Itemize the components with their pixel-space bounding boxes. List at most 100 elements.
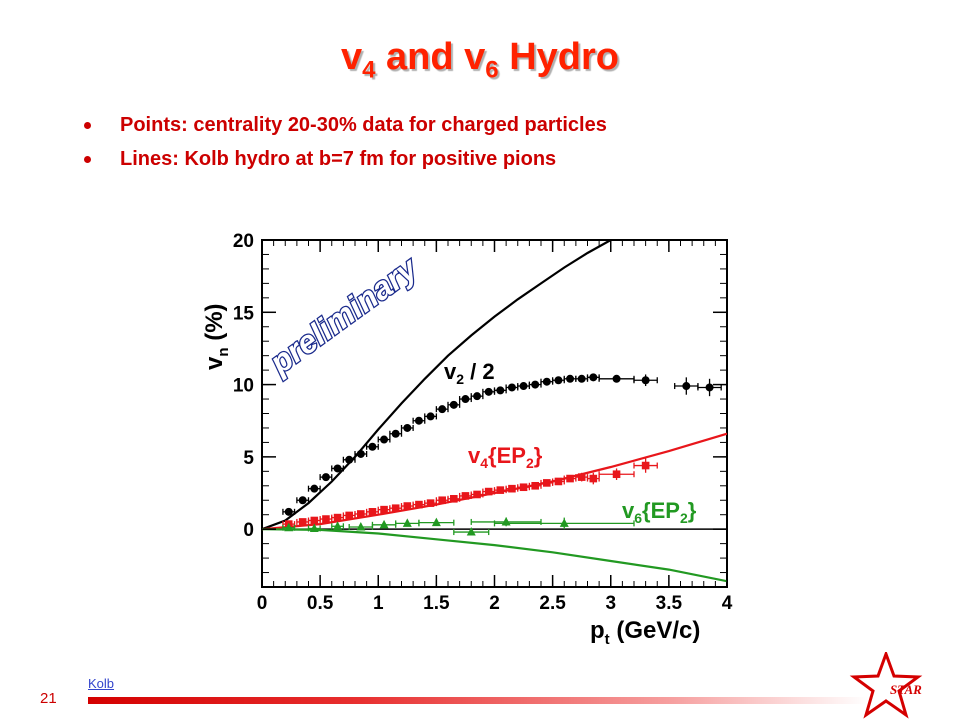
x-tick-label: 3.5 [656, 593, 683, 614]
data-point [554, 376, 563, 385]
data-point [519, 483, 528, 492]
data-point [403, 502, 412, 510]
data-point [559, 518, 569, 527]
hydro-curves [262, 240, 727, 583]
data-point [589, 373, 598, 382]
data-point [507, 383, 516, 392]
data-point [612, 470, 621, 479]
data-point [391, 429, 400, 438]
data-point [333, 513, 342, 522]
data-point [577, 473, 586, 481]
data-point [577, 374, 586, 383]
data-point [501, 516, 511, 526]
data-point [705, 383, 714, 392]
data-point [368, 508, 377, 516]
page-number: 21 [40, 690, 57, 707]
slide-title: v4 and v6 Hydro [0, 36, 960, 85]
data-point [589, 474, 598, 483]
data-point [310, 484, 319, 493]
bullet-text: Lines: Kolb hydro at b=7 fm for positive… [120, 148, 557, 170]
data-point [284, 522, 294, 532]
data-point [415, 500, 423, 509]
data-point [461, 395, 470, 404]
data-point [641, 461, 650, 470]
data-point [284, 507, 293, 516]
data-point [431, 517, 441, 527]
data-point [542, 377, 551, 386]
data-point [519, 382, 528, 391]
data-point [321, 473, 330, 482]
data-point [356, 521, 366, 531]
data-point [379, 519, 389, 529]
x-tick-label: 1.5 [423, 593, 450, 614]
footer-bar [88, 697, 868, 704]
title-sub-b: 6 [485, 56, 499, 84]
v6-hydro-curve [262, 528, 727, 583]
y-tick-label: 5 [243, 448, 254, 469]
data-point [391, 504, 400, 513]
preliminary-watermark: preliminary [262, 249, 425, 381]
title-part-a: v [340, 36, 363, 78]
title-sub-a: 4 [362, 56, 376, 84]
data-point [554, 477, 563, 486]
v6-series-label: v6{EP2} [622, 498, 697, 526]
data-point [357, 510, 365, 518]
v2-series-label: v2 / 2 [444, 359, 495, 387]
data-point [449, 400, 458, 409]
y-axis-title: vn (%) [201, 303, 232, 370]
bullet-item: Lines: Kolb hydro at b=7 fm for positive… [84, 142, 607, 176]
y-tick-label: 0 [243, 520, 254, 541]
x-tick-label: 0 [257, 593, 268, 614]
data-point [612, 374, 621, 383]
bullet-list: Points: centrality 20-30% data for charg… [84, 108, 607, 176]
data-point [380, 505, 388, 514]
plot-frame [261, 239, 728, 588]
kolb-link[interactable]: Kolb [88, 676, 115, 691]
data-points [282, 373, 722, 536]
data-point [473, 490, 481, 499]
data-point [508, 484, 516, 493]
y-tick-label: 20 [233, 231, 254, 252]
data-point [345, 511, 353, 520]
x-tick-label: 2 [489, 593, 500, 614]
data-point [426, 412, 435, 421]
data-point [403, 423, 412, 432]
x-axis-title: pt (GeV/c) [590, 617, 700, 648]
data-point [461, 492, 470, 500]
data-point [473, 392, 482, 401]
x-tick-label: 3 [605, 593, 616, 614]
star-logo-text: STAR [890, 682, 922, 697]
data-point [496, 486, 505, 494]
data-point [484, 387, 493, 396]
data-point [402, 518, 412, 527]
data-point [322, 515, 330, 523]
bullet-item: Points: centrality 20-30% data for charg… [84, 108, 607, 142]
plot-frame-rect [261, 239, 728, 588]
data-point [450, 495, 458, 503]
data-point [641, 376, 650, 385]
data-point [333, 464, 342, 473]
data-point [531, 380, 540, 389]
data-point [414, 416, 423, 425]
v4-data-series [282, 458, 658, 528]
data-point [356, 449, 365, 458]
data-point [438, 405, 447, 414]
star-logo: STAR [849, 652, 923, 719]
x-tick-label: 2.5 [539, 593, 566, 614]
v2-hydro-curve [262, 240, 612, 531]
data-point [496, 386, 505, 395]
v6-data-series [282, 516, 635, 536]
vn-chart: 0 0.5 1 1.5 2 2.5 3 3.5 4 0 5 10 15 20 preliminary v2… [201, 231, 733, 648]
data-point [566, 474, 574, 483]
data-point [333, 521, 343, 530]
title-part-c: Hydro [498, 36, 620, 78]
star-outline-icon [849, 652, 923, 719]
data-point [438, 496, 446, 505]
title-part-b: and v [375, 36, 486, 78]
y-tick-label: 15 [233, 303, 255, 324]
bullet-dot-icon [84, 156, 91, 163]
x-tick-label: 4 [722, 593, 733, 614]
data-point [484, 487, 493, 496]
data-point [310, 516, 319, 525]
axis-ticks: 0 0.5 1 1.5 2 2.5 3 3.5 4 0 5 10 15 20 [233, 231, 733, 614]
